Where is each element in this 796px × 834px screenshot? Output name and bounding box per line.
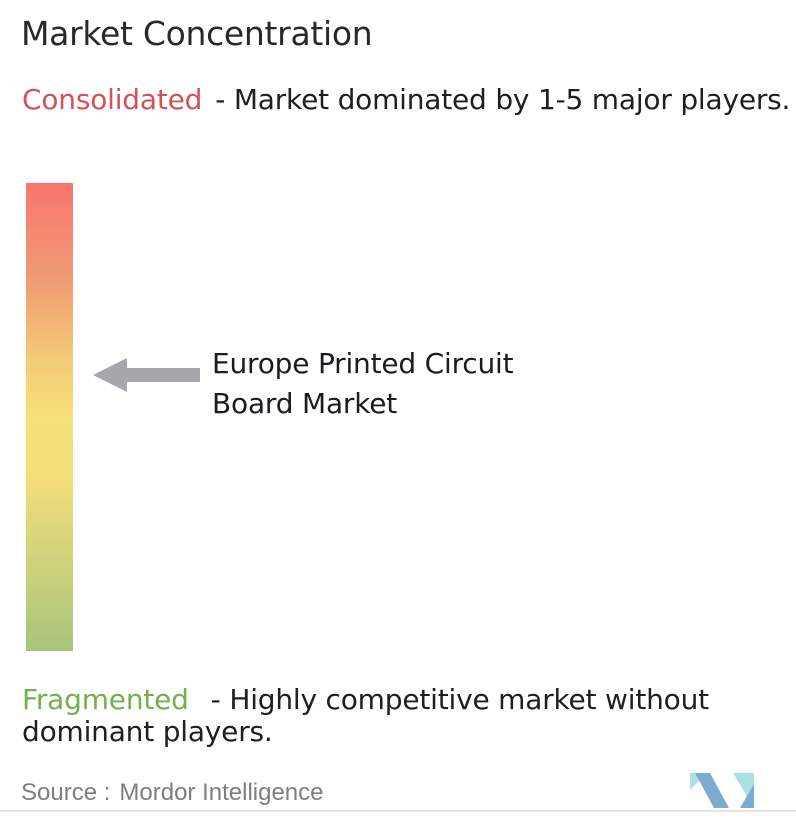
consolidated-description: Consolidated - Market dominated by 1-5 ma… xyxy=(22,84,796,116)
logo-left-blue-band xyxy=(695,773,729,808)
fragmented-text: - Highly competitive market without domi… xyxy=(22,683,709,748)
bottom-divider xyxy=(0,810,796,812)
logo-right-blue-wedge xyxy=(740,784,754,808)
fragmented-term: Fragmented xyxy=(22,683,189,716)
fragmented-description: Fragmented - Highly competitive market wi… xyxy=(22,684,796,748)
page-title: Market Concentration xyxy=(21,14,373,53)
left-arrow-icon xyxy=(93,358,200,392)
source-line: Source : Mordor Intelligence xyxy=(21,779,324,807)
concentration-gradient-bar xyxy=(26,183,73,651)
source-value: Mordor Intelligence xyxy=(119,779,324,806)
mordor-intelligence-logo xyxy=(690,773,754,808)
consolidated-text: - Market dominated by 1-5 major players. xyxy=(215,83,791,116)
consolidated-term: Consolidated xyxy=(22,83,203,116)
source-label: Source : xyxy=(21,779,111,806)
left-arrow-shape xyxy=(93,358,200,392)
market-callout-label: Europe Printed Circuit Board Market xyxy=(212,347,514,420)
